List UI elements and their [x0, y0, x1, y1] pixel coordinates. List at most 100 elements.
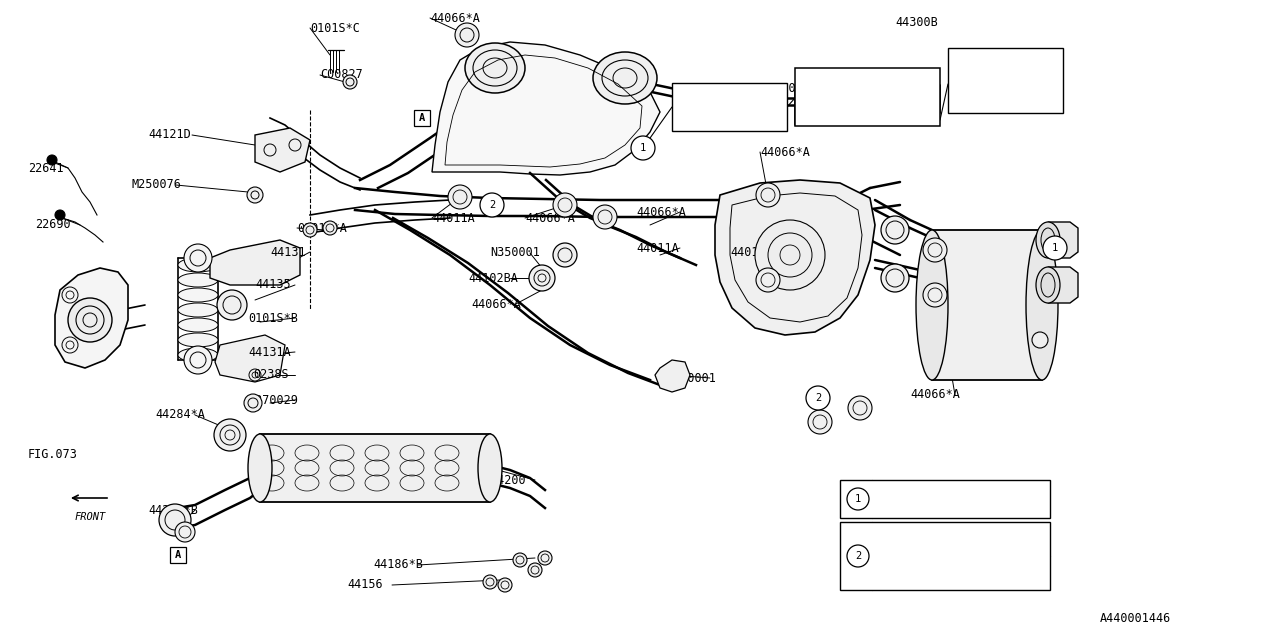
- Text: 44371: 44371: [713, 90, 745, 100]
- Circle shape: [244, 394, 262, 412]
- Text: 44131A: 44131A: [248, 346, 291, 358]
- Bar: [948, 48, 1062, 113]
- Text: CUTTER>: CUTTER>: [708, 118, 750, 128]
- Circle shape: [923, 238, 947, 262]
- Text: <FOR WITH: <FOR WITH: [701, 104, 756, 114]
- Text: N350001: N350001: [490, 246, 540, 259]
- Text: 44135: 44135: [255, 278, 291, 291]
- Text: C00827: C00827: [320, 68, 362, 81]
- Bar: [840, 480, 1050, 518]
- Text: N370029: N370029: [248, 394, 298, 406]
- Text: A440001446: A440001446: [1100, 612, 1171, 625]
- Circle shape: [303, 223, 317, 237]
- Circle shape: [538, 551, 552, 565]
- Circle shape: [923, 283, 947, 307]
- Polygon shape: [1048, 267, 1078, 303]
- Circle shape: [454, 23, 479, 47]
- Circle shape: [480, 193, 504, 217]
- Text: <FOR WITH: <FOR WITH: [960, 67, 1024, 79]
- Circle shape: [553, 193, 577, 217]
- Bar: [169, 547, 187, 563]
- Text: 44284*A: 44284*A: [155, 408, 205, 422]
- Text: 44011A: 44011A: [433, 211, 475, 225]
- Ellipse shape: [248, 434, 273, 502]
- Text: 2: 2: [489, 200, 495, 210]
- Circle shape: [847, 545, 869, 567]
- Text: FIG.073: FIG.073: [28, 449, 78, 461]
- Text: <FOR WITH: <FOR WITH: [684, 97, 748, 109]
- Ellipse shape: [465, 43, 525, 93]
- Circle shape: [175, 522, 195, 542]
- Text: M250076: M250076: [132, 179, 182, 191]
- Polygon shape: [1048, 222, 1078, 258]
- Ellipse shape: [178, 303, 218, 317]
- Circle shape: [483, 575, 497, 589]
- Circle shape: [68, 298, 113, 342]
- Circle shape: [847, 488, 869, 510]
- Circle shape: [218, 290, 247, 320]
- Text: 44300A: 44300A: [760, 81, 803, 95]
- Text: 0101S*C: 0101S*C: [310, 22, 360, 35]
- Circle shape: [593, 205, 617, 229]
- Circle shape: [806, 386, 829, 410]
- Ellipse shape: [1036, 267, 1060, 303]
- Text: 0101S*A: 0101S*A: [297, 221, 347, 234]
- Bar: [795, 68, 940, 126]
- Circle shape: [55, 210, 65, 220]
- Polygon shape: [655, 360, 690, 392]
- Circle shape: [159, 504, 191, 536]
- Polygon shape: [55, 268, 128, 368]
- Circle shape: [756, 183, 780, 207]
- Circle shape: [755, 220, 826, 290]
- Text: <FOR WITH: <FOR WITH: [978, 73, 1032, 83]
- Circle shape: [881, 216, 909, 244]
- Text: 44186*B: 44186*B: [372, 559, 422, 572]
- Text: 0238S: 0238S: [253, 369, 288, 381]
- Bar: [672, 83, 787, 131]
- Text: FRONT: FRONT: [74, 512, 106, 522]
- Text: 2: 2: [855, 551, 861, 561]
- Text: 44011A: 44011A: [730, 246, 773, 259]
- Circle shape: [323, 221, 337, 235]
- Polygon shape: [433, 42, 660, 175]
- Text: 44066*A: 44066*A: [636, 205, 686, 218]
- Text: 44011A: 44011A: [636, 241, 678, 255]
- Circle shape: [343, 75, 357, 89]
- Text: 44300B: 44300B: [895, 15, 938, 29]
- Circle shape: [214, 419, 246, 451]
- Circle shape: [47, 155, 58, 165]
- Text: 44066*A: 44066*A: [430, 12, 480, 24]
- Ellipse shape: [477, 434, 502, 502]
- Text: CUTTER>: CUTTER>: [960, 81, 1010, 95]
- Text: 44066*A: 44066*A: [760, 145, 810, 159]
- Text: 44131: 44131: [270, 246, 306, 259]
- Bar: [932, 230, 1042, 380]
- Circle shape: [881, 264, 909, 292]
- Text: 44066*A: 44066*A: [471, 298, 521, 312]
- Ellipse shape: [178, 288, 218, 302]
- Circle shape: [553, 243, 577, 267]
- Text: 1: 1: [640, 143, 646, 153]
- Circle shape: [498, 578, 512, 592]
- Text: 1: 1: [1052, 243, 1059, 253]
- Text: CUTTER>: CUTTER>: [684, 111, 733, 125]
- Text: 44156: 44156: [347, 579, 383, 591]
- Circle shape: [849, 396, 872, 420]
- Circle shape: [184, 346, 212, 374]
- Ellipse shape: [178, 318, 218, 332]
- Circle shape: [247, 187, 262, 203]
- Ellipse shape: [1036, 222, 1060, 258]
- Polygon shape: [716, 180, 876, 335]
- Ellipse shape: [178, 273, 218, 287]
- Ellipse shape: [1027, 230, 1059, 380]
- Text: 1: 1: [855, 494, 861, 504]
- Text: 44066*A: 44066*A: [525, 211, 575, 225]
- Text: N350001: N350001: [666, 371, 716, 385]
- Bar: [413, 109, 430, 126]
- Text: 0100S: 0100S: [882, 493, 918, 506]
- Polygon shape: [210, 240, 300, 285]
- Text: 0105S    (1001-): 0105S (1001-): [881, 568, 984, 578]
- Text: 0101S*B: 0101S*B: [248, 312, 298, 324]
- Ellipse shape: [178, 333, 218, 347]
- Bar: [260, 434, 490, 502]
